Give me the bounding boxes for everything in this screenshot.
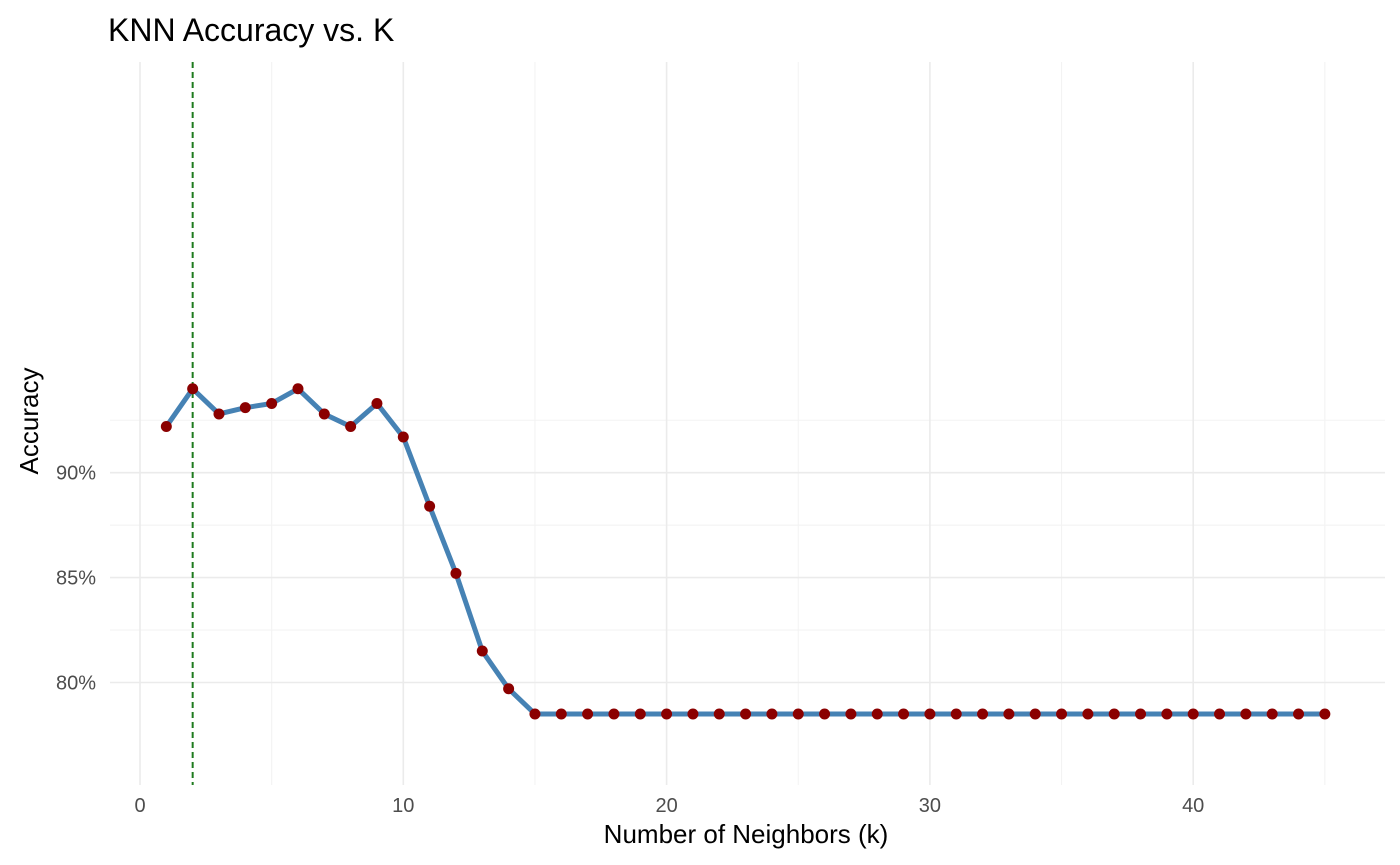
data-point: [766, 708, 778, 720]
data-point: [450, 567, 462, 579]
data-point: [187, 383, 199, 395]
data-point: [1240, 708, 1252, 720]
data-point: [503, 683, 515, 695]
data-point: [345, 421, 357, 433]
y-tick-label: 80%: [56, 673, 96, 695]
data-point: [318, 408, 330, 420]
data-point: [977, 708, 989, 720]
data-point: [555, 708, 567, 720]
data-point: [634, 708, 646, 720]
data-point: [582, 708, 594, 720]
data-point: [476, 645, 488, 657]
data-point: [1266, 708, 1278, 720]
data-point: [239, 402, 251, 414]
data-point: [1187, 708, 1199, 720]
data-point: [898, 708, 910, 720]
data-point: [1293, 708, 1305, 720]
data-marks: [160, 62, 1331, 785]
accuracy-line: [163, 386, 1328, 717]
data-point: [1003, 708, 1015, 720]
data-point: [845, 708, 857, 720]
data-point: [266, 397, 278, 409]
y-axis-ticks: 80% 85% 90%: [56, 463, 96, 695]
chart-title: KNN Accuracy vs. K: [108, 12, 394, 48]
x-tick-label: 20: [655, 795, 677, 817]
data-point: [687, 708, 699, 720]
y-tick-label: 90%: [56, 463, 96, 485]
data-point: [1161, 708, 1173, 720]
data-point: [924, 708, 936, 720]
data-point: [424, 500, 436, 512]
data-point: [397, 431, 409, 443]
x-tick-label: 0: [134, 795, 145, 817]
data-point: [661, 708, 673, 720]
data-point: [1108, 708, 1120, 720]
data-point: [819, 708, 831, 720]
data-point: [740, 708, 752, 720]
data-point: [529, 708, 541, 720]
x-axis-ticks: 0 10 20 30 40: [134, 795, 1204, 817]
data-point: [713, 708, 725, 720]
data-point: [1214, 708, 1226, 720]
data-point: [213, 408, 225, 420]
x-tick-label: 40: [1182, 795, 1204, 817]
data-point: [950, 708, 962, 720]
y-tick-label: 85%: [56, 568, 96, 590]
data-point: [1135, 708, 1147, 720]
data-point: [1319, 708, 1331, 720]
data-point: [371, 397, 383, 409]
x-tick-label: 30: [919, 795, 941, 817]
data-point: [792, 708, 804, 720]
x-axis-title: Number of Neighbors (k): [604, 819, 889, 849]
data-point: [871, 708, 883, 720]
data-point: [608, 708, 620, 720]
data-point: [1056, 708, 1068, 720]
y-axis-title: Accuracy: [14, 368, 44, 475]
data-point: [160, 421, 172, 433]
data-point: [1082, 708, 1094, 720]
data-point: [1029, 708, 1041, 720]
data-point: [292, 383, 304, 395]
x-tick-label: 10: [392, 795, 414, 817]
grid: [110, 62, 1385, 785]
